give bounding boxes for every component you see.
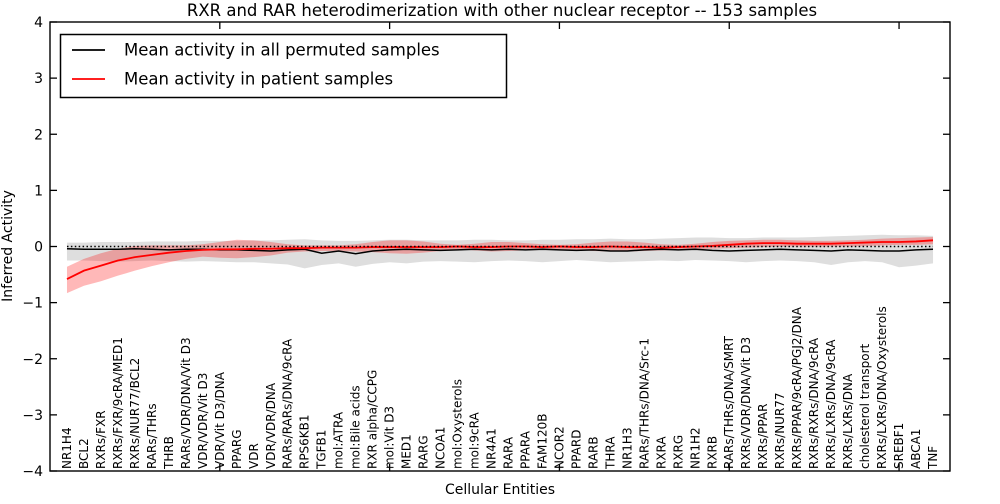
x-tick-label: BCL2 bbox=[77, 438, 91, 469]
x-tick-label: VDR/VDR/Vit D3 bbox=[196, 373, 210, 469]
x-tick-label: RARG bbox=[417, 435, 431, 469]
x-tick-label: RXRs/NUR77/BCL2 bbox=[128, 358, 142, 469]
x-tick-label: PPARD bbox=[569, 430, 583, 470]
x-tick-label: RXRs/PPAR bbox=[756, 404, 770, 469]
x-tick-label: RARs/RARs/DNA/9cRA bbox=[281, 338, 295, 469]
permuted-band bbox=[66, 234, 934, 269]
x-tick-label: RXRG bbox=[671, 435, 685, 469]
x-tick-label: mol:Vit D3 bbox=[383, 406, 397, 469]
x-tick-label: RXRs/LXRs/DNA/9cRA bbox=[824, 339, 838, 469]
x-tick-label: VDR/VDR/DNA bbox=[264, 382, 278, 469]
y-tick-label: −2 bbox=[22, 352, 43, 368]
x-tick-label: TNF bbox=[926, 446, 940, 470]
x-tick-label: RARs/THRs bbox=[145, 403, 159, 469]
x-tick-label: mol:Bile acids bbox=[349, 385, 363, 469]
legend-box bbox=[59, 33, 508, 99]
y-tick-label: −3 bbox=[22, 408, 43, 424]
x-tick-label: mol:9cRA bbox=[468, 412, 482, 469]
x-axis-label: Cellular Entities bbox=[445, 482, 555, 498]
x-tick-label: NCOR2 bbox=[552, 426, 566, 469]
x-tick-label: RARs/THRs/DNA/Src-1 bbox=[637, 338, 651, 469]
x-tick-label: NCOA1 bbox=[434, 427, 448, 469]
x-tick-label: RXRs/LXRs/DNA bbox=[841, 373, 855, 469]
legend: Mean activity in all permuted samples Me… bbox=[59, 33, 508, 99]
plot-layers: 4 3 2 1 0 −1 −2 −3 −4 NR1H4 BCL2 RXRs/FXR RXRs/FXR/9… bbox=[22, 15, 951, 480]
y-tick-label: 4 bbox=[34, 15, 43, 31]
patient-band bbox=[66, 236, 934, 294]
y-tick-label: 1 bbox=[34, 183, 43, 199]
x-tick-label: RARA bbox=[501, 436, 515, 469]
x-tick-label: NR1H4 bbox=[60, 427, 74, 469]
y-tick-label: 3 bbox=[34, 71, 43, 87]
x-tick-label: RXRs/NUR77 bbox=[773, 392, 787, 469]
x-tick-label: NR1H2 bbox=[688, 427, 702, 469]
x-tick-label: cholesterol transport bbox=[858, 343, 872, 469]
x-tick-label: RARs/VDR/DNA/Vit D3 bbox=[179, 337, 193, 469]
x-tick-label: RXR alpha/CCPG bbox=[366, 370, 380, 469]
chart-title: RXR and RAR heterodimerization with othe… bbox=[187, 1, 817, 20]
x-tick-label: RXRs/FXR bbox=[94, 410, 108, 469]
x-tick-label: RXRs/FXR/9cRA/MED1 bbox=[111, 337, 125, 469]
x-tick-label: PPARA bbox=[518, 430, 532, 469]
x-tick-label: RXRs/LXRs/DNA/Oxysterols bbox=[875, 306, 889, 469]
x-tick-label: RARB bbox=[586, 436, 600, 469]
x-tick-label: RARs/THRs/DNA/SMRT bbox=[722, 335, 736, 469]
x-tick-label: VDR/Vit D3/DNA bbox=[213, 371, 227, 469]
x-tick-label: FAM120B bbox=[535, 414, 549, 470]
y-tick-label: 2 bbox=[34, 127, 43, 143]
x-tick-label: RPS6KB1 bbox=[298, 414, 312, 469]
x-tick-label: RXRs/PPAR/9cRA/PGJ2/DNA bbox=[790, 306, 804, 469]
x-tick-label: NR4A1 bbox=[485, 428, 499, 469]
y-tick-label: 0 bbox=[34, 240, 43, 256]
x-tick-label: RXRs/RXRs/DNA/9cRA bbox=[807, 337, 821, 469]
x-tick-label: mol:ATRA bbox=[332, 411, 346, 469]
y-tick-label: −1 bbox=[22, 296, 43, 312]
x-tick-label: mol:Oxysterols bbox=[451, 379, 465, 469]
x-tick-label: NR1H3 bbox=[620, 427, 634, 469]
x-tick-label: THRB bbox=[162, 436, 176, 470]
x-tick-label: THRA bbox=[603, 436, 617, 470]
x-tick-label: RXRA bbox=[654, 436, 668, 469]
x-tick-label: MED1 bbox=[400, 434, 414, 469]
x-tick-label: SREBF1 bbox=[892, 423, 906, 469]
x-tick-label: ABCA1 bbox=[909, 429, 923, 469]
x-tick-label: PPARG bbox=[230, 429, 244, 469]
x-tick-label: TGFB1 bbox=[315, 430, 329, 470]
x-tick-label: RXRB bbox=[705, 436, 719, 469]
legend-label-permuted: Mean activity in all permuted samples bbox=[124, 41, 440, 60]
x-tick-label: VDR bbox=[247, 443, 261, 469]
legend-label-patient: Mean activity in patient samples bbox=[124, 70, 393, 89]
x-tick-label: RXRs/VDR/DNA/Vit D3 bbox=[739, 337, 753, 469]
y-axis-label: Inferred Activity bbox=[0, 190, 16, 302]
y-tick-label: −4 bbox=[22, 464, 43, 480]
